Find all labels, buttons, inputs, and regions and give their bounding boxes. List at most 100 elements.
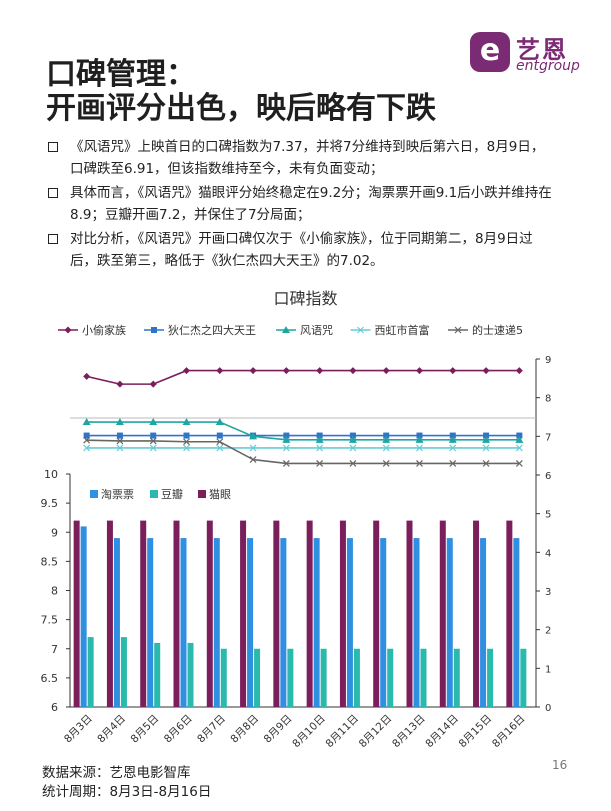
right-axis-tick-label: 6 xyxy=(545,471,551,482)
bar-豆瓣 xyxy=(387,648,394,707)
bar-猫眼 xyxy=(173,520,180,707)
point-西虹市首富 xyxy=(515,444,523,452)
right-axis-tick-label: 7 xyxy=(545,432,551,443)
point-西虹市首富 xyxy=(382,444,390,452)
point-狄仁杰之四大天王 xyxy=(183,432,190,439)
point-的士速递5 xyxy=(515,459,523,467)
x-tick-label: 8月5日 xyxy=(129,713,162,746)
left-mask xyxy=(0,370,68,465)
x-tick-label: 8月12日 xyxy=(357,713,395,751)
point-风语咒 xyxy=(448,435,457,443)
point-的士速递5 xyxy=(482,459,490,467)
x-tick-label: 8月9日 xyxy=(262,713,295,746)
right-axis-tick-label: 1 xyxy=(545,664,551,675)
left-axis-tick-label: 6 xyxy=(51,701,58,714)
bar-淘票票 xyxy=(346,538,353,707)
point-小偷家族 xyxy=(249,367,257,375)
point-狄仁杰之四大天王 xyxy=(316,432,323,439)
x-tick-label: 8月14日 xyxy=(423,713,461,751)
point-风语咒 xyxy=(149,418,158,426)
point-小偷家族 xyxy=(149,380,157,388)
point-小偷家族 xyxy=(183,367,190,375)
point-的士速递5 xyxy=(116,437,124,445)
point-的士速递5 xyxy=(149,437,157,445)
point-狄仁杰之四大天王 xyxy=(416,432,423,439)
right-axis-tick-label: 8 xyxy=(545,394,551,405)
bar-淘票票 xyxy=(147,538,154,707)
bar-豆瓣 xyxy=(187,642,194,707)
page-number: 16 xyxy=(552,758,568,772)
point-西虹市首富 xyxy=(83,444,91,452)
bar-猫眼 xyxy=(240,520,247,707)
point-西虹市首富 xyxy=(349,444,357,452)
x-tick-label: 8月10日 xyxy=(290,713,328,751)
bullet-square-icon xyxy=(48,142,58,152)
x-tick-label: 8月15日 xyxy=(457,713,495,751)
point-的士速递5 xyxy=(316,459,324,467)
line-legend-marker xyxy=(282,326,290,333)
point-风语咒 xyxy=(482,435,491,443)
title-line-2: 开画评分出色，映后略有下跌 xyxy=(46,91,436,126)
bullet-text: 对比分析，《风语咒》开画口碑仅次于《小偷家族》，位于同期第二，8月9日过后，跌至… xyxy=(70,231,533,269)
bar-豆瓣 xyxy=(220,648,227,707)
left-axis-tick-label: 7 xyxy=(51,643,58,656)
line-legend-marker xyxy=(454,326,462,334)
line-风语咒 xyxy=(86,421,520,441)
point-西虹市首富 xyxy=(416,444,423,452)
point-狄仁杰之四大天王 xyxy=(349,432,356,439)
point-狄仁杰之四大天王 xyxy=(150,432,157,439)
bar-淘票票 xyxy=(413,538,420,707)
bar-legend-swatch xyxy=(198,490,206,498)
bar-淘票票 xyxy=(113,538,120,707)
point-狄仁杰之四大天王 xyxy=(383,432,390,439)
bar-猫眼 xyxy=(306,520,313,707)
logo-chinese-name: 艺恩 xyxy=(516,36,568,64)
bar-猫眼 xyxy=(373,520,380,707)
point-风语咒 xyxy=(215,418,224,426)
bar-豆瓣 xyxy=(287,648,294,707)
point-狄仁杰之四大天王 xyxy=(516,432,523,439)
bullet-list: 《风语咒》上映首日的口碑指数为7.37，并将7分维持到映后第六日，8月9日，口碑… xyxy=(46,136,556,274)
point-小偷家族 xyxy=(282,367,290,375)
point-狄仁杰之四大天王 xyxy=(483,432,490,439)
bar-淘票票 xyxy=(513,538,520,707)
bar-淘票票 xyxy=(480,538,487,707)
point-的士速递5 xyxy=(449,459,457,467)
title-line-1: 口碑管理： xyxy=(46,57,196,92)
point-的士速递5 xyxy=(382,459,390,467)
bar-豆瓣 xyxy=(487,648,494,707)
point-的士速递5 xyxy=(349,459,357,467)
x-tick-label: 8月3日 xyxy=(62,713,95,746)
point-西虹市首富 xyxy=(183,444,190,452)
entgroup-logo: e 艺恩 entgroup xyxy=(470,30,600,78)
point-的士速递5 xyxy=(282,459,290,467)
bar-豆瓣 xyxy=(154,642,161,707)
point-的士速递5 xyxy=(83,436,91,444)
bar-豆瓣 xyxy=(353,648,360,707)
point-小偷家族 xyxy=(83,372,91,380)
bar-豆瓣 xyxy=(453,648,460,707)
point-西虹市首富 xyxy=(249,444,257,452)
point-风语咒 xyxy=(182,418,191,426)
line-legend-label: 西虹市首富 xyxy=(375,323,430,337)
bullet-square-icon xyxy=(48,234,58,244)
right-axis-tick-label: 4 xyxy=(545,548,551,559)
point-狄仁杰之四大天王 xyxy=(283,432,290,439)
right-axis-tick-label: 3 xyxy=(545,587,551,598)
point-的士速递5 xyxy=(183,438,190,446)
left-axis-tick-label: 9 xyxy=(51,526,58,539)
left-axis-tick-label: 6.5 xyxy=(41,672,59,685)
stat-period: 统计周期：8月3日-8月16日 xyxy=(42,784,212,800)
x-tick-label: 8月11日 xyxy=(324,713,362,751)
point-的士速递5 xyxy=(249,456,257,463)
point-小偷家族 xyxy=(216,367,224,375)
left-axis-tick-label: 7.5 xyxy=(41,614,59,627)
x-tick-label: 8月16日 xyxy=(490,713,528,751)
point-小偷家族 xyxy=(382,367,390,375)
bar-淘票票 xyxy=(213,538,220,707)
point-小偷家族 xyxy=(316,367,324,375)
bar-legend-swatch xyxy=(90,490,98,498)
chart-title: 口碑指数 xyxy=(273,289,338,308)
point-小偷家族 xyxy=(349,367,357,375)
point-狄仁杰之四大天王 xyxy=(216,432,223,439)
